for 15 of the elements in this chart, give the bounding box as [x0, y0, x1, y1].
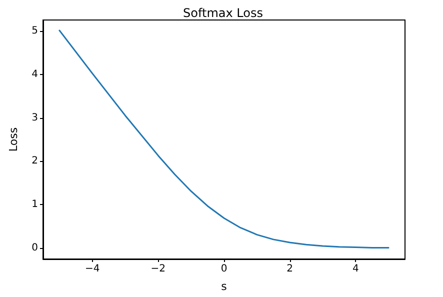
chart-title: Softmax Loss — [183, 6, 263, 20]
y-tick-label: 4 — [32, 68, 38, 80]
y-tick-label: 0 — [32, 242, 38, 254]
x-tick-label: 0 — [220, 264, 228, 274]
x-tick-label: 2 — [286, 264, 294, 274]
y-tick-label: 3 — [32, 112, 38, 124]
x-tick-label: −4 — [84, 264, 100, 274]
x-axis-title: s — [221, 280, 228, 293]
y-tick-label: 2 — [32, 156, 38, 167]
y-axis-title: Loss — [7, 127, 20, 152]
y-tick-label: 5 — [32, 25, 38, 36]
x-tick-label: 4 — [352, 264, 359, 274]
line-series — [58, 30, 390, 248]
y-tick-label: 1 — [32, 199, 38, 210]
x-tick-label: −2 — [150, 264, 166, 274]
